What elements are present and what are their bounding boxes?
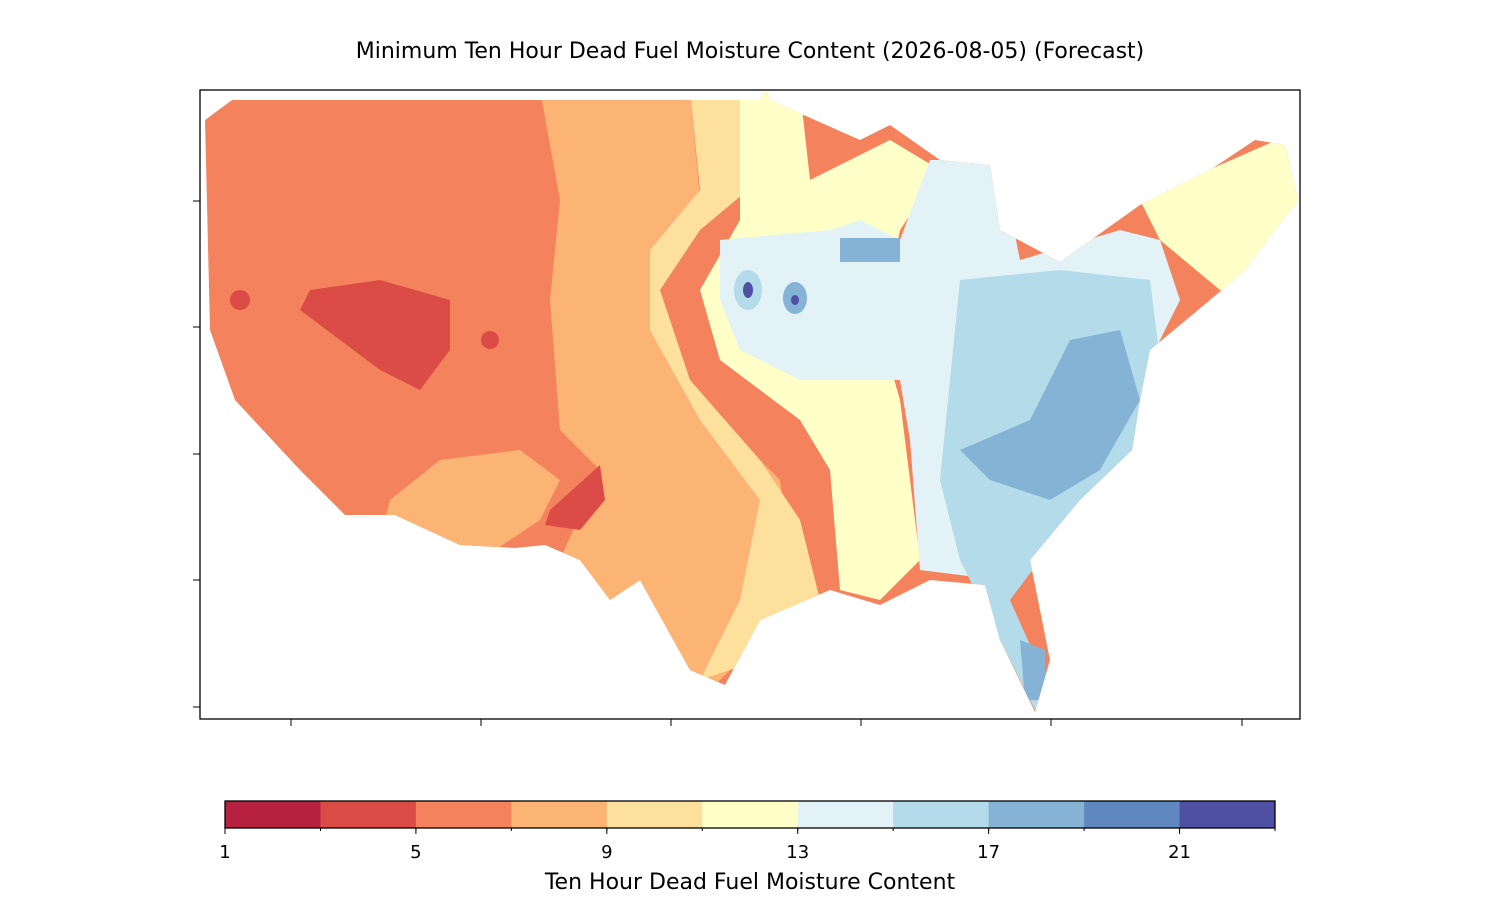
colorbar-tick-label: 17	[977, 842, 1000, 863]
map-axis-ticks	[193, 200, 1243, 726]
colorbar-tick-label: 13	[786, 842, 809, 863]
colorbar-label: Ten Hour Dead Fuel Moisture Content	[544, 870, 956, 895]
colorbar-segment	[893, 801, 990, 828]
colorbar-segment	[1179, 801, 1276, 828]
map-frame	[199, 89, 1301, 720]
colorbar-segment	[320, 801, 417, 828]
title: Minimum Ten Hour Dead Fuel Moisture Cont…	[356, 39, 1145, 64]
colorbar-segment	[511, 801, 608, 828]
colorbar: 1 5 9 13 17 21	[219, 800, 1276, 863]
map-field	[205, 90, 1298, 712]
colorbar-segment	[797, 801, 894, 828]
colorbar-segment	[606, 801, 703, 828]
colorbar-tick-label: 1	[219, 842, 230, 863]
colorbar-segment	[988, 801, 1085, 828]
colorbar-segment	[225, 801, 321, 828]
colorbar-segment	[1084, 801, 1181, 828]
colorbar-segment	[702, 801, 799, 828]
colorbar-tick-label: 9	[601, 842, 612, 863]
colorbar-frame	[224, 800, 1276, 829]
colorbar-tick-label: 5	[410, 842, 421, 863]
colorbar-tick-label: 21	[1168, 842, 1191, 863]
colorbar-segment	[415, 801, 512, 828]
